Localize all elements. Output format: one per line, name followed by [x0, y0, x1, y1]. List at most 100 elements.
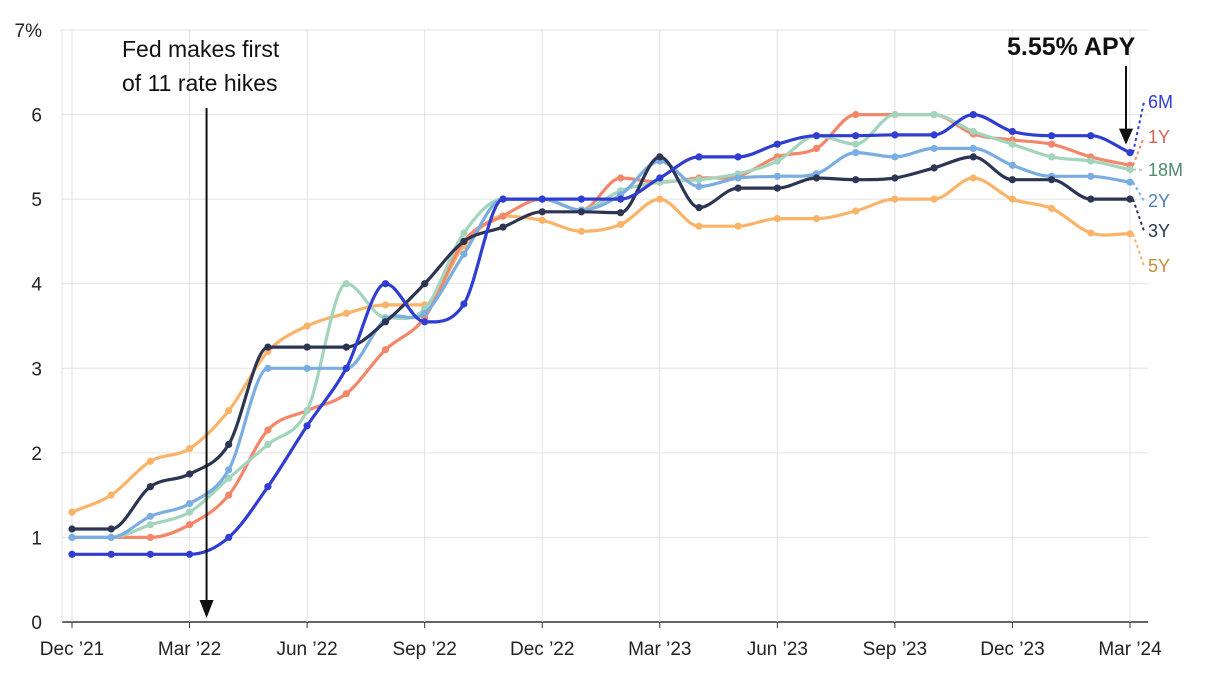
- data-point-5y: [1008, 195, 1017, 203]
- y-tick-label: 3: [31, 359, 42, 380]
- data-point-6m: [421, 318, 429, 326]
- data-point-2y: [225, 466, 233, 474]
- data-point-1y: [146, 533, 154, 542]
- data-point-3y: [303, 343, 311, 351]
- series-5y: [68, 174, 1134, 516]
- x-tick-label: Dec ’21: [40, 639, 104, 660]
- data-point-6m: [146, 550, 154, 558]
- data-point-1y: [852, 111, 860, 119]
- data-point-6m: [930, 131, 938, 139]
- data-point-5y: [695, 222, 703, 230]
- data-point-6m: [186, 550, 194, 558]
- data-point-2y: [773, 172, 781, 180]
- data-point-3y: [225, 440, 233, 448]
- data-point-3y: [695, 204, 703, 212]
- data-point-2y: [146, 512, 154, 520]
- data-point-3y: [186, 470, 194, 478]
- leader-3y: [1132, 198, 1145, 232]
- data-point-3y: [656, 153, 664, 161]
- data-point-5y: [734, 222, 742, 230]
- y-tick-label: 7%: [15, 21, 43, 42]
- data-point-2y: [186, 500, 194, 508]
- data-point-18m: [460, 229, 468, 237]
- series-6m: [68, 111, 1134, 558]
- data-point-5y: [773, 215, 781, 223]
- series-2y: [68, 144, 1134, 542]
- data-point-1y: [342, 390, 350, 398]
- data-point-6m: [1087, 132, 1095, 140]
- data-point-5y: [891, 195, 899, 203]
- apy-label: 5.55% APY: [1007, 33, 1136, 61]
- data-point-2y: [1087, 172, 1095, 180]
- data-point-1y: [225, 491, 233, 499]
- data-point-5y: [1126, 230, 1134, 238]
- series-3y: [68, 153, 1134, 533]
- data-point-5y: [1048, 204, 1056, 212]
- data-point-2y: [460, 250, 468, 258]
- data-point-6m: [773, 140, 781, 148]
- data-point-18m: [225, 474, 233, 482]
- data-point-6m: [538, 195, 546, 203]
- data-point-5y: [538, 216, 546, 224]
- data-point-6m: [460, 300, 468, 308]
- data-point-3y: [577, 208, 586, 216]
- data-point-6m: [891, 131, 899, 139]
- data-point-2y: [930, 144, 938, 152]
- data-point-1y: [499, 212, 507, 220]
- data-point-6m: [107, 550, 115, 558]
- data-point-2y: [107, 533, 115, 542]
- leader-5y: [1132, 233, 1145, 267]
- data-point-2y: [68, 533, 76, 542]
- y-axis-labels: 0 1 2 3 4 5 6 7%: [15, 21, 43, 634]
- x-tick-label: Sep ’23: [863, 639, 927, 660]
- data-point-18m: [930, 111, 938, 119]
- data-point-2y: [734, 174, 742, 182]
- y-tick-label: 2: [31, 444, 42, 465]
- data-point-3y: [499, 223, 507, 231]
- data-point-6m: [499, 195, 507, 203]
- data-point-6m: [264, 483, 272, 491]
- x-tick-label: Mar ’23: [628, 639, 691, 660]
- data-point-3y: [1008, 176, 1017, 184]
- data-point-18m: [264, 440, 272, 448]
- data-point-6m: [1008, 127, 1017, 136]
- leader-6m: [1132, 101, 1145, 153]
- x-tick-label: Jun ’22: [276, 639, 337, 660]
- data-point-5y: [68, 508, 76, 516]
- x-axis-labels: Dec ’21 Mar ’22 Jun ’22 Sep ’22 Dec ’22 Mar ’…: [40, 639, 1162, 660]
- fed-annotation: Fed makes first of 11 rate hikes: [122, 36, 280, 618]
- data-point-18m: [342, 280, 350, 288]
- data-point-3y: [852, 176, 860, 184]
- series-label-6m: 6M: [1148, 92, 1173, 112]
- data-point-5y: [342, 309, 350, 317]
- data-point-6m: [577, 195, 586, 203]
- data-point-6m: [695, 153, 703, 161]
- data-point-18m: [303, 407, 311, 415]
- data-point-18m: [1087, 157, 1095, 165]
- leader-2y: [1132, 181, 1145, 202]
- grid-lines: [61, 29, 1148, 628]
- x-tick-label: Dec ’23: [980, 639, 1044, 660]
- y-tick-label: 1: [31, 528, 42, 549]
- series-label-1y: 1Y: [1148, 127, 1170, 147]
- data-point-2y: [695, 182, 703, 191]
- data-point-5y: [107, 491, 115, 499]
- data-point-5y: [930, 195, 938, 203]
- data-point-6m: [68, 550, 76, 558]
- apy-arrowhead: [1119, 128, 1133, 145]
- data-point-6m: [852, 132, 860, 140]
- x-tick-label: Jun ’23: [747, 639, 808, 660]
- data-point-1y: [812, 144, 821, 152]
- data-point-2y: [421, 309, 429, 317]
- data-point-3y: [107, 525, 115, 533]
- data-point-3y: [381, 318, 390, 326]
- data-point-6m: [1126, 149, 1134, 157]
- series-label-5y: 5Y: [1148, 256, 1170, 276]
- data-point-5y: [303, 322, 311, 330]
- data-point-5y: [225, 407, 233, 415]
- data-point-6m: [617, 195, 625, 203]
- x-tick-label: Mar ’24: [1098, 639, 1162, 660]
- apy-annotation: 5.55% APY: [1007, 33, 1136, 145]
- data-point-18m: [1126, 165, 1134, 174]
